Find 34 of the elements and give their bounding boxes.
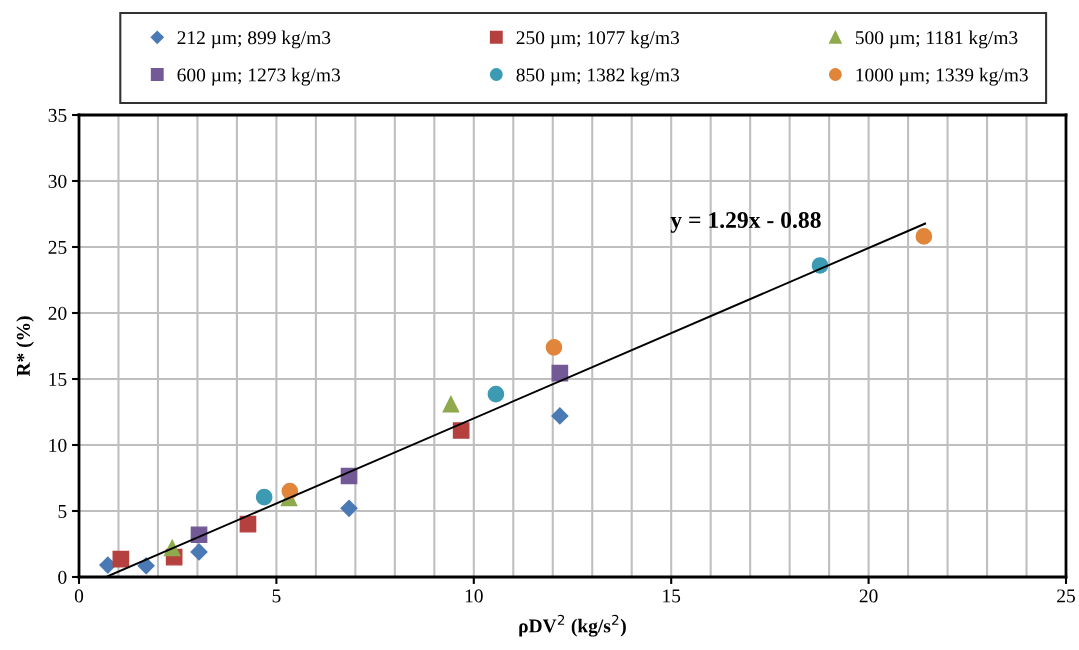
legend-label: 212 µm; 899 kg/m3 [177, 30, 331, 49]
point [487, 385, 505, 403]
legend-label: 600 µm; 1273 kg/m3 [177, 67, 340, 86]
y-tick-label: 35 [48, 108, 67, 122]
point [190, 543, 208, 561]
x-tick-label: 10 [465, 589, 483, 603]
x-tick-label: 0 [74, 589, 84, 603]
y-tick-label: 30 [48, 174, 67, 188]
legend-label: 250 µm; 1077 kg/m3 [516, 30, 680, 49]
y-tick-label: 0 [58, 570, 67, 584]
legend-label: 850 µm; 1382 kg/m3 [516, 67, 680, 86]
legend-label: 500 µm; 1181 kg/m3 [855, 30, 1018, 49]
point [137, 557, 155, 575]
point [112, 550, 130, 568]
point [551, 407, 569, 425]
x-tick-label: 5 [272, 589, 281, 603]
y-tick-label: 5 [58, 505, 67, 518]
point [340, 499, 358, 517]
point [545, 338, 563, 356]
point [239, 515, 257, 533]
point [255, 488, 273, 506]
y-axis-title: R* (%) [16, 316, 34, 377]
x-tick-label: 15 [663, 589, 681, 603]
annotation: y = 1.29x - 0.88 [670, 212, 821, 233]
point [442, 395, 460, 413]
x-axis-title: ρDV$^{2}$ (kg/s$^{2}$) [519, 614, 626, 637]
y-tick-label: 15 [49, 372, 67, 386]
y-tick-label: 10 [49, 438, 67, 452]
x-tick-label: 25 [1057, 589, 1075, 603]
y-tick-label: 20 [48, 306, 67, 320]
x-tick-label: 20 [859, 589, 878, 603]
point [915, 228, 933, 245]
y-tick-label: 25 [48, 240, 67, 254]
legend-label: 1000 µm; 1339 kg/m3 [856, 67, 1028, 86]
